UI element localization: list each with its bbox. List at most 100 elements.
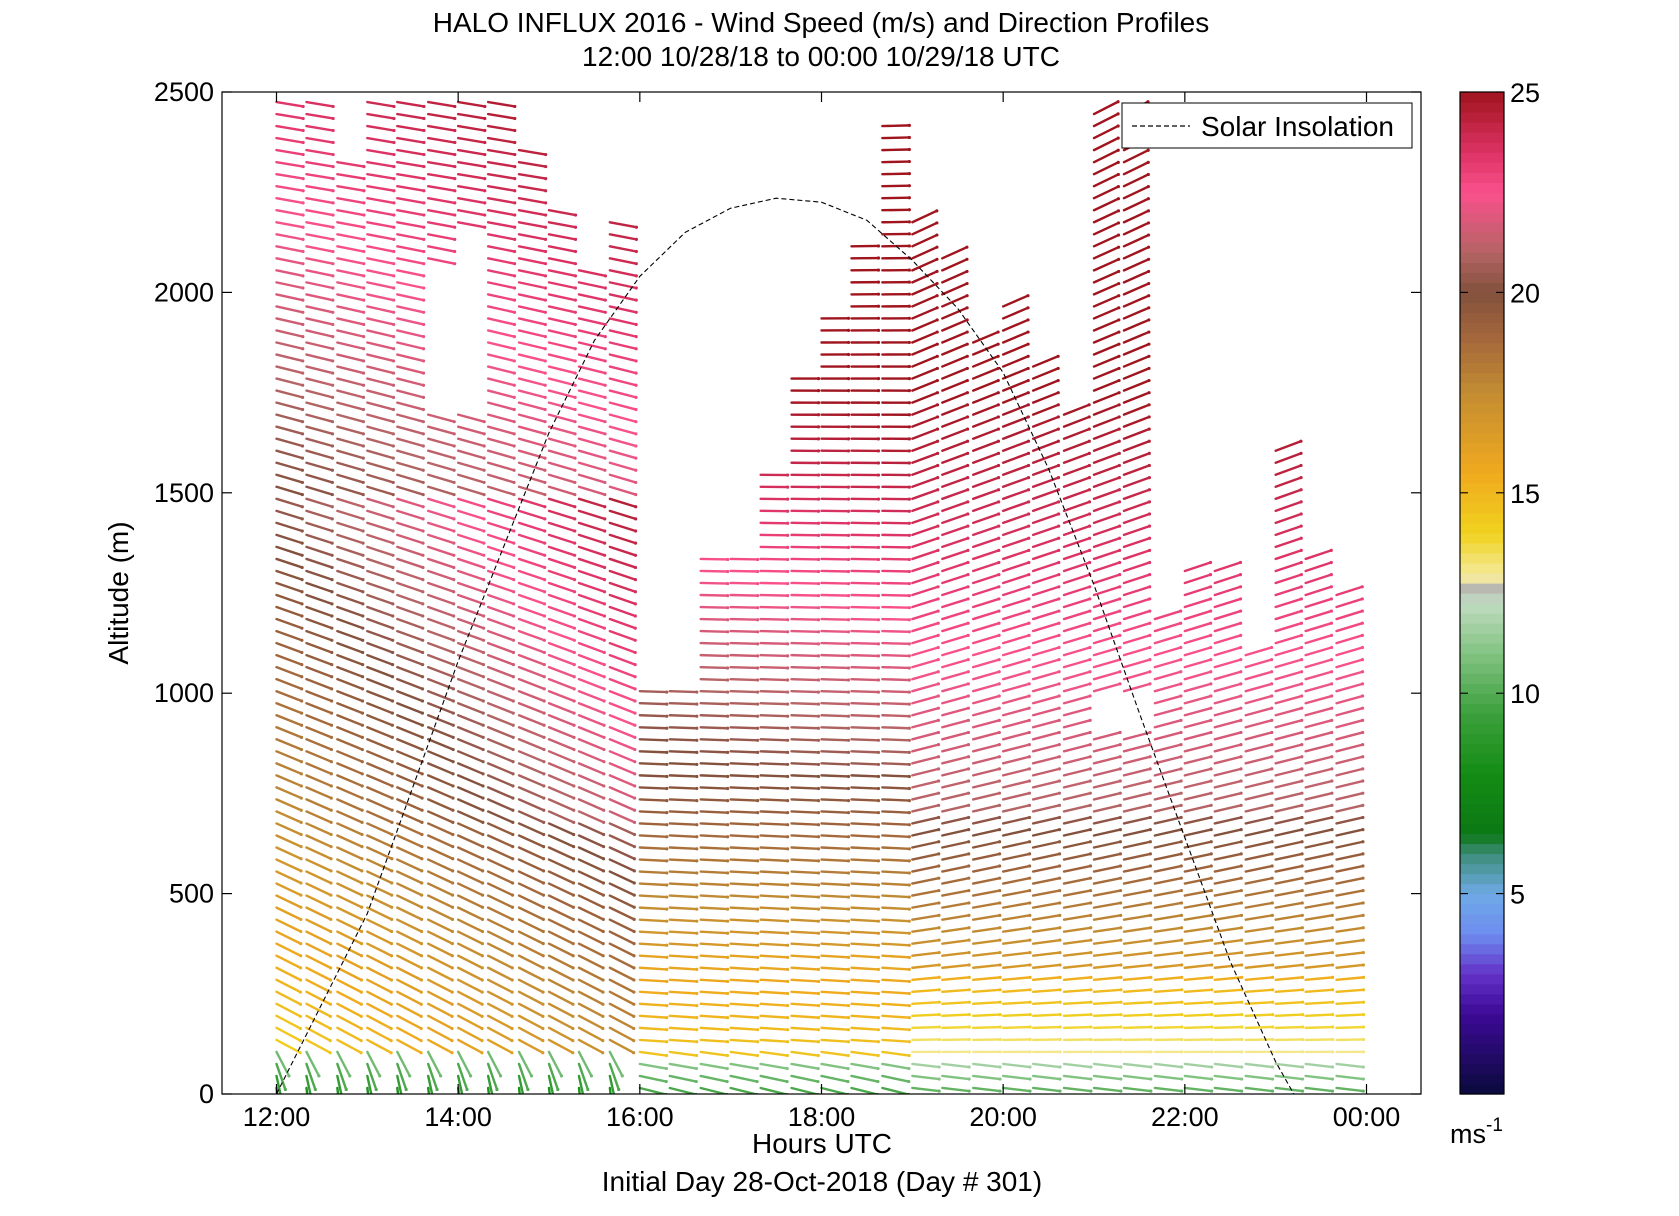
wind-arrow [971, 464, 1000, 476]
wind-arrow [577, 689, 606, 703]
wind-arrow-head [1147, 403, 1151, 407]
wind-arrow-head [846, 835, 851, 839]
wind-arrow [1153, 889, 1183, 897]
wind-arrow [1183, 658, 1212, 669]
wind-arrow [456, 822, 485, 836]
wind-arrow [577, 990, 605, 1006]
wind-arrow [1031, 439, 1060, 452]
wind-arrow [911, 767, 940, 777]
wind-arrow-head [1239, 828, 1243, 832]
wind-arrow-head [390, 881, 394, 885]
wind-arrow-head [1271, 1000, 1275, 1004]
wind-arrow [759, 762, 789, 766]
wind-arrow [1122, 816, 1152, 825]
wind-arrow [1335, 914, 1365, 921]
wind-arrow-head [937, 938, 941, 942]
wind-arrow [1274, 464, 1303, 476]
wind-arrow [456, 449, 486, 460]
wind-arrow-head [1026, 294, 1030, 298]
wind-arrow-head [1361, 1050, 1366, 1054]
wind-arrow-head [907, 461, 911, 465]
wind-arrow-head [331, 140, 335, 145]
wind-arrow-head [1117, 427, 1121, 431]
wind-arrow [426, 184, 457, 192]
wind-arrow-head [1330, 988, 1335, 992]
wind-arrow-head [876, 762, 881, 767]
wind-arrow-head [300, 468, 305, 472]
wind-arrow-head [541, 893, 546, 897]
wind-arrow-head [331, 189, 335, 193]
wind-arrow [1274, 1074, 1304, 1081]
wind-arrow [699, 786, 729, 790]
wind-arrow-head [360, 687, 365, 691]
wind-arrow-head [966, 500, 970, 504]
wind-arrow-head [846, 750, 851, 754]
wind-arrow [577, 966, 605, 982]
wind-arrow [1092, 804, 1122, 813]
wind-arrow [486, 1014, 514, 1030]
wind-arrow [1122, 682, 1152, 693]
wind-arrow-head [1361, 779, 1365, 783]
wind-arrow [517, 389, 547, 399]
wind-arrow [1304, 585, 1333, 597]
wind-arrow-head [498, 1074, 503, 1078]
wind-arrow [396, 918, 423, 933]
wind-arrow-head [1271, 988, 1275, 992]
wind-arrow [971, 816, 1001, 825]
wind-arrow [608, 233, 638, 241]
wind-arrow-head [420, 808, 424, 812]
wind-arrow-head [998, 913, 1002, 917]
wind-arrow-head [997, 536, 1001, 540]
wind-arrow-head [876, 340, 881, 345]
wind-arrow [366, 425, 395, 436]
wind-arrow-head [907, 244, 911, 248]
colorbar-band [1460, 272, 1504, 283]
wind-arrow-head [965, 294, 969, 298]
wind-arrow-head [331, 322, 335, 327]
wind-arrow [517, 798, 545, 812]
wind-arrow-head [756, 931, 760, 935]
wind-arrow-head [756, 569, 760, 574]
wind-arrow-head [1149, 975, 1153, 979]
wind-arrow [1122, 779, 1152, 789]
wind-arrow-head [726, 666, 730, 670]
wind-arrow [850, 1026, 880, 1031]
wind-arrow-head [1361, 743, 1365, 747]
wind-arrow [790, 894, 820, 899]
wind-arrow-head [756, 979, 760, 984]
wind-arrow-head [1360, 706, 1365, 710]
wind-arrow-head [876, 280, 881, 284]
wind-arrow-head [1299, 536, 1303, 540]
wind-arrow [941, 452, 969, 464]
wind-arrow [1274, 597, 1303, 609]
wind-arrow-head [331, 298, 335, 302]
wind-arrow [305, 341, 334, 350]
wind-arrow-head [541, 881, 546, 885]
wind-arrow [1183, 706, 1213, 717]
wind-arrow [881, 1062, 911, 1070]
wind-arrow [941, 1025, 971, 1030]
wind-arrow-head [1147, 391, 1151, 395]
wind-arrow-head [556, 1087, 560, 1092]
wind-arrow-head [1239, 938, 1244, 942]
wind-arrow [275, 1002, 302, 1018]
wind-arrow [366, 930, 393, 945]
wind-arrow-head [907, 883, 911, 887]
wind-arrow [547, 689, 576, 703]
wind-arrow [275, 257, 305, 265]
wind-arrow-head [390, 735, 394, 740]
wind-arrow [517, 1062, 530, 1091]
wind-arrow-head [726, 618, 730, 622]
wind-arrow-head [1058, 1065, 1062, 1069]
wind-arrow-head [966, 743, 971, 747]
wind-arrow-head [300, 517, 304, 521]
wind-arrow [336, 160, 366, 168]
wind-arrow-head [1179, 779, 1183, 783]
wind-arrow-head [511, 699, 515, 703]
colorbar-band [1460, 192, 1504, 203]
wind-arrow [608, 810, 636, 824]
wind-arrow-head [936, 488, 940, 492]
wind-arrow [396, 641, 424, 654]
wind-arrow-head [453, 104, 457, 109]
wind-arrow [608, 894, 636, 909]
